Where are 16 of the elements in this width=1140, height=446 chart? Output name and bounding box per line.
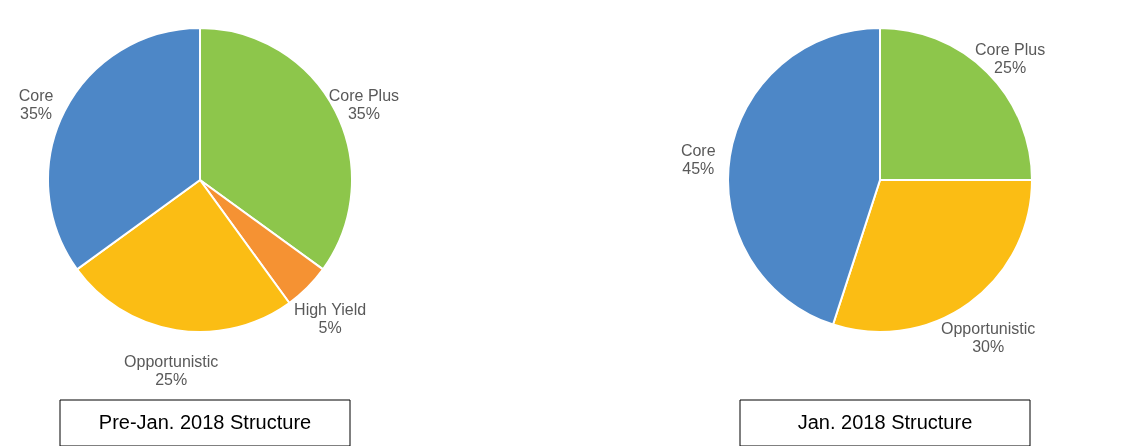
data-label: 45% xyxy=(682,160,715,178)
text: Pre-Jan. 2018 Structure xyxy=(98,411,312,433)
slice-label: Opportunistic xyxy=(124,352,219,370)
slice-label: Core xyxy=(18,87,54,105)
text: Jan. 2018 Structure xyxy=(797,411,973,433)
slice-label: Opportunistic xyxy=(941,319,1036,337)
slice-label: Core Plus xyxy=(328,87,400,105)
slice-label: High Yield xyxy=(294,301,367,319)
data-label: 25% xyxy=(155,370,188,388)
data-label: 25% xyxy=(994,58,1027,76)
data-label: 35% xyxy=(347,105,380,123)
data-label: 5% xyxy=(318,319,342,337)
data-label: 35% xyxy=(20,105,53,123)
slice-label: Core Plus xyxy=(974,40,1046,58)
data-label: 30% xyxy=(972,337,1005,355)
slice-label: Core xyxy=(680,142,716,160)
